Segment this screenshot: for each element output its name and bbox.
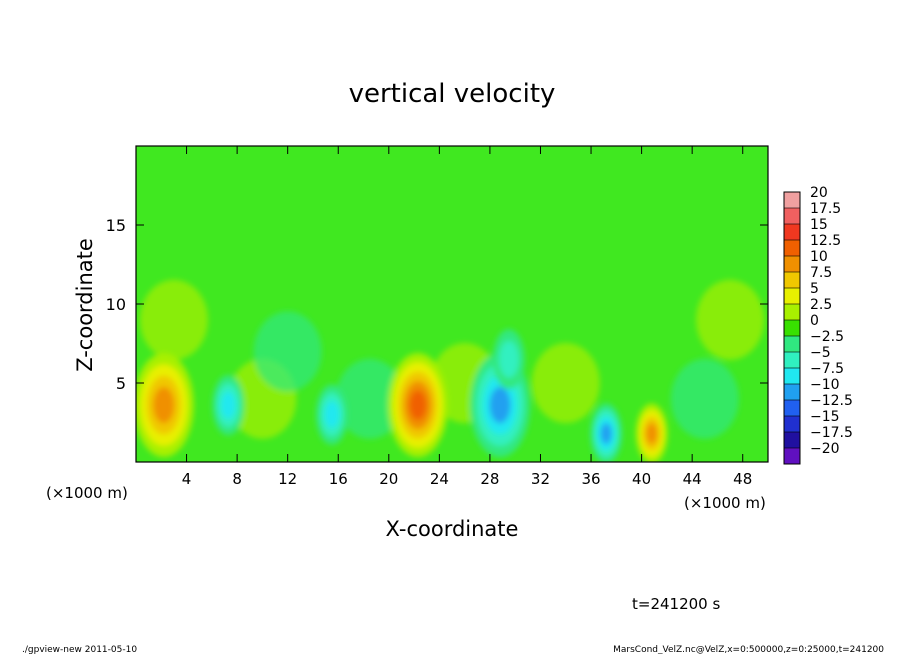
x-unit-label-left: (×1000 m) xyxy=(46,484,128,502)
chart-title: vertical velocity xyxy=(349,79,556,109)
x-axis-label: X-coordinate xyxy=(386,517,519,541)
x-tick-label: 28 xyxy=(480,470,499,488)
colorbar-swatch xyxy=(784,320,800,337)
updraft-contour xyxy=(646,423,658,444)
x-tick-label: 4 xyxy=(182,470,192,488)
colorbar-swatch xyxy=(784,400,800,417)
x-tick-label: 12 xyxy=(278,470,297,488)
colorbar-swatch xyxy=(784,352,800,369)
x-unit-label-right: (×1000 m) xyxy=(684,494,766,512)
weak-velocity-region xyxy=(696,279,765,360)
time-label: t=241200 s xyxy=(632,595,720,613)
colorbar-label: 0 xyxy=(810,313,819,329)
weak-velocity-region xyxy=(670,358,739,439)
y-tick-label: 15 xyxy=(106,216,126,235)
colorbar-swatch xyxy=(784,304,800,321)
colorbar-label: −5 xyxy=(810,345,831,361)
colorbar-label: 5 xyxy=(810,281,819,297)
colorbar-swatch xyxy=(784,384,800,401)
colorbar-swatch xyxy=(784,448,800,465)
colorbar-swatch xyxy=(784,288,800,305)
colorbar-label: −15 xyxy=(810,409,840,425)
colorbar-swatch xyxy=(784,336,800,353)
colorbar-label: 7.5 xyxy=(810,265,832,281)
x-tick-label: 24 xyxy=(430,470,449,488)
colorbar-label: −12.5 xyxy=(810,393,853,409)
x-tick-label: 20 xyxy=(379,470,398,488)
colorbar-swatch xyxy=(784,224,800,241)
colorbar-label: 2.5 xyxy=(810,297,832,313)
colorbar: 2017.51512.5107.552.50−2.5−5−7.5−10−12.5… xyxy=(783,185,853,465)
footer-right: MarsCond_VelZ.nc@VelZ,x=0:500000,z=0:250… xyxy=(613,645,884,654)
weak-velocity-region xyxy=(531,343,600,423)
colorbar-swatch xyxy=(784,208,800,225)
x-tick-label: 8 xyxy=(232,470,242,488)
x-tick-label: 44 xyxy=(683,470,702,488)
downdraft-contour xyxy=(499,340,519,378)
colorbar-label: −20 xyxy=(810,441,840,457)
weak-velocity-region xyxy=(139,279,208,360)
colorbar-label: 15 xyxy=(810,217,828,233)
y-tick-label: 10 xyxy=(106,295,126,314)
y-axis: 5 10 15 xyxy=(106,216,768,393)
colorbar-label: 17.5 xyxy=(810,201,841,217)
x-tick-label: 16 xyxy=(329,470,348,488)
colorbar-label: −7.5 xyxy=(810,361,844,377)
footer-left: ./gpview-new 2011-05-10 xyxy=(22,645,137,654)
contour-field xyxy=(136,279,765,462)
colorbar-swatch xyxy=(784,432,800,449)
y-axis-label: Z-coordinate xyxy=(73,238,97,372)
downdraft-contour xyxy=(221,391,236,419)
colorbar-swatch xyxy=(784,240,800,257)
colorbar-label: −17.5 xyxy=(810,425,853,441)
updraft-contour xyxy=(153,387,175,424)
colorbar-label: −2.5 xyxy=(810,329,844,345)
x-tick-label: 40 xyxy=(632,470,651,488)
x-tick-label: 36 xyxy=(581,470,600,488)
x-tick-label: 48 xyxy=(733,470,752,488)
colorbar-label: 12.5 xyxy=(810,233,841,249)
colorbar-swatch xyxy=(784,192,800,209)
colorbar-swatch xyxy=(784,368,800,385)
y-tick-label: 5 xyxy=(116,374,126,393)
colorbar-label: 20 xyxy=(810,185,828,201)
x-axis: 4 8 12 16 20 24 28 32 36 40 44 48 xyxy=(182,146,752,488)
weak-velocity-region xyxy=(253,311,322,392)
colorbar-swatch xyxy=(784,272,800,289)
updraft-contour xyxy=(409,390,427,420)
downdraft-contour xyxy=(600,423,612,444)
colorbar-swatch xyxy=(784,416,800,433)
weak-velocity-region xyxy=(335,358,404,439)
colorbar-label: −10 xyxy=(810,377,840,393)
x-tick-label: 32 xyxy=(531,470,550,488)
downdraft-contour xyxy=(489,387,511,424)
downdraft-contour xyxy=(324,401,340,428)
colorbar-swatch xyxy=(784,256,800,273)
colorbar-label: 10 xyxy=(810,249,828,265)
plot-area xyxy=(136,146,768,462)
